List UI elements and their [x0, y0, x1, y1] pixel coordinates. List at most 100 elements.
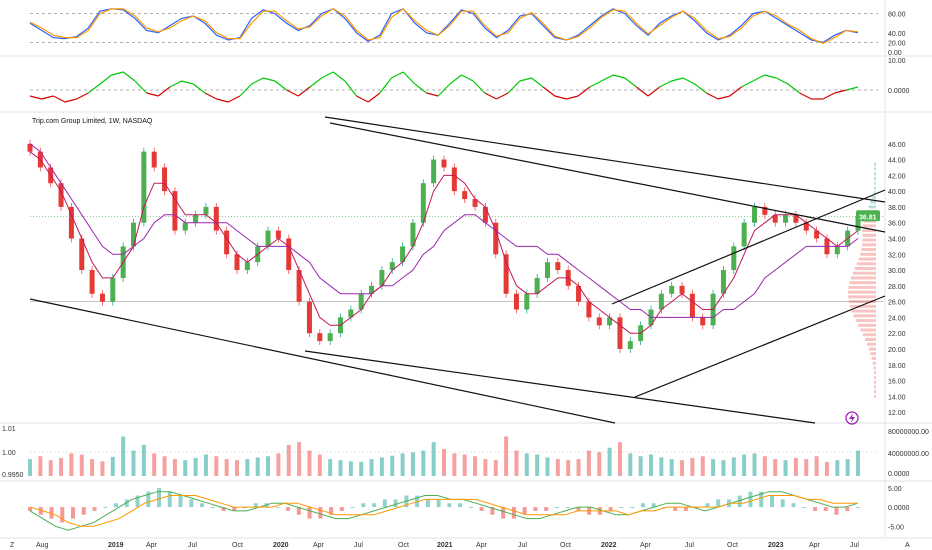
volume-tick-label: 40000000.00: [888, 451, 929, 458]
price-tick-label: 16.00: [888, 379, 906, 386]
volume-bar: [669, 459, 674, 476]
price-tick-label: 40.00: [888, 189, 906, 196]
candle-body: [524, 293, 530, 310]
volume-bar: [638, 456, 643, 476]
volume-bar: [59, 457, 64, 476]
volume-bar: [814, 456, 819, 476]
momentum-segment: [519, 77, 532, 82]
candle-body: [286, 238, 292, 271]
volume-bar: [317, 454, 322, 476]
stoch-tick-label: 40.00: [888, 31, 906, 38]
macd-tick-label: 0.0000: [888, 505, 910, 512]
corner-left-label[interactable]: Z: [10, 542, 15, 549]
momentum-segment: [671, 77, 684, 82]
volume-bar: [856, 450, 860, 476]
volume-left-tick-label: 1.01: [2, 426, 16, 433]
candle-body: [151, 151, 157, 168]
volume-left-tick-label: 1.00: [2, 450, 16, 457]
volume-profile-bar: [849, 304, 876, 308]
candle-body: [79, 238, 85, 271]
macd-histogram-bar: [253, 503, 258, 508]
stoch-tick-label: 20.00: [888, 40, 906, 47]
time-axis-label: Oct: [560, 542, 571, 549]
volume-bar: [100, 461, 105, 476]
momentum-segment: [764, 74, 777, 79]
macd-histogram-bar: [49, 507, 54, 519]
volume-bar: [369, 459, 374, 476]
candle-body: [400, 246, 406, 263]
momentum-segment: [507, 80, 521, 94]
macd-tick-label: 5.00: [888, 486, 902, 493]
candle-body: [576, 285, 582, 302]
volume-bar: [38, 456, 43, 476]
macd-histogram-bar: [350, 507, 355, 509]
stoch-tick-label: 0.00: [888, 50, 902, 57]
momentum-segment: [822, 92, 835, 100]
candle-body: [224, 230, 230, 255]
candle-body: [752, 206, 757, 223]
momentum-segment: [356, 95, 369, 103]
momentum-segment: [531, 77, 544, 88]
volume-profile-bar: [874, 177, 876, 181]
momentum-segment: [694, 83, 707, 94]
time-axis-label: Jul: [518, 542, 527, 549]
macd-histogram-bar: [81, 507, 86, 515]
volume-bar: [514, 450, 519, 476]
volume-bar: [245, 459, 250, 476]
stoch-tick-label: 80.00: [888, 12, 906, 19]
volume-tick-label: 80000000.00: [888, 429, 929, 436]
candle-body: [99, 293, 105, 302]
macd-histogram-bar: [286, 507, 291, 511]
momentum-tick-label: 10.00: [888, 58, 906, 65]
momentum-segment: [204, 92, 217, 100]
volume-profile-bar: [865, 338, 876, 342]
momentum-panel: 10.00 0.0000: [29, 58, 910, 103]
macd-histogram-bar: [135, 495, 140, 508]
macd-histogram-bar: [554, 507, 559, 509]
momentum-segment: [834, 89, 847, 94]
price-tick-label: 46.00: [888, 142, 906, 149]
volume-profile-bar: [858, 257, 876, 261]
price-tick-label: 32.00: [888, 252, 906, 259]
candle-body: [213, 206, 219, 231]
volume-profile-bar: [874, 375, 876, 379]
candle-body: [348, 309, 354, 318]
candle-body: [234, 254, 240, 271]
momentum-segment: [542, 86, 556, 97]
volume-bar: [328, 459, 333, 476]
volume-profile-bar: [874, 385, 876, 389]
candle-body: [131, 222, 136, 247]
momentum-segment: [297, 86, 311, 97]
momentum-segment: [379, 77, 392, 94]
momentum-segment: [321, 71, 334, 79]
volume-bar: [752, 453, 757, 476]
macd-histogram-bar: [533, 507, 538, 511]
lightning-icon[interactable]: [845, 411, 859, 425]
momentum-segment: [134, 80, 148, 94]
momentum-segment: [402, 71, 416, 85]
macd-histogram-bar: [511, 507, 516, 519]
macd-histogram-bar: [92, 507, 97, 511]
candle-body: [617, 317, 623, 349]
macd-histogram-bar: [296, 507, 301, 515]
time-axis-label: 2020: [273, 542, 289, 549]
macd-histogram-bar: [275, 507, 280, 509]
momentum-segment: [157, 86, 171, 97]
volume-bar: [141, 444, 146, 476]
macd-histogram-bar: [210, 507, 215, 509]
macd-histogram-bar: [683, 507, 688, 511]
macd-histogram-bar: [490, 507, 495, 515]
momentum-segment: [787, 83, 801, 94]
macd-histogram-bar: [146, 491, 151, 508]
volume-bar: [535, 454, 540, 476]
momentum-segment: [216, 98, 229, 103]
corner-right-label[interactable]: A: [905, 542, 910, 549]
momentum-segment: [263, 77, 276, 82]
macd-histogram-bar: [114, 503, 119, 508]
macd-tick-label: -5.00: [888, 524, 904, 531]
macd-histogram-bar: [468, 507, 473, 509]
trendline: [304, 350, 816, 424]
volume-profile-bar: [860, 328, 876, 332]
candle-body: [369, 285, 375, 294]
